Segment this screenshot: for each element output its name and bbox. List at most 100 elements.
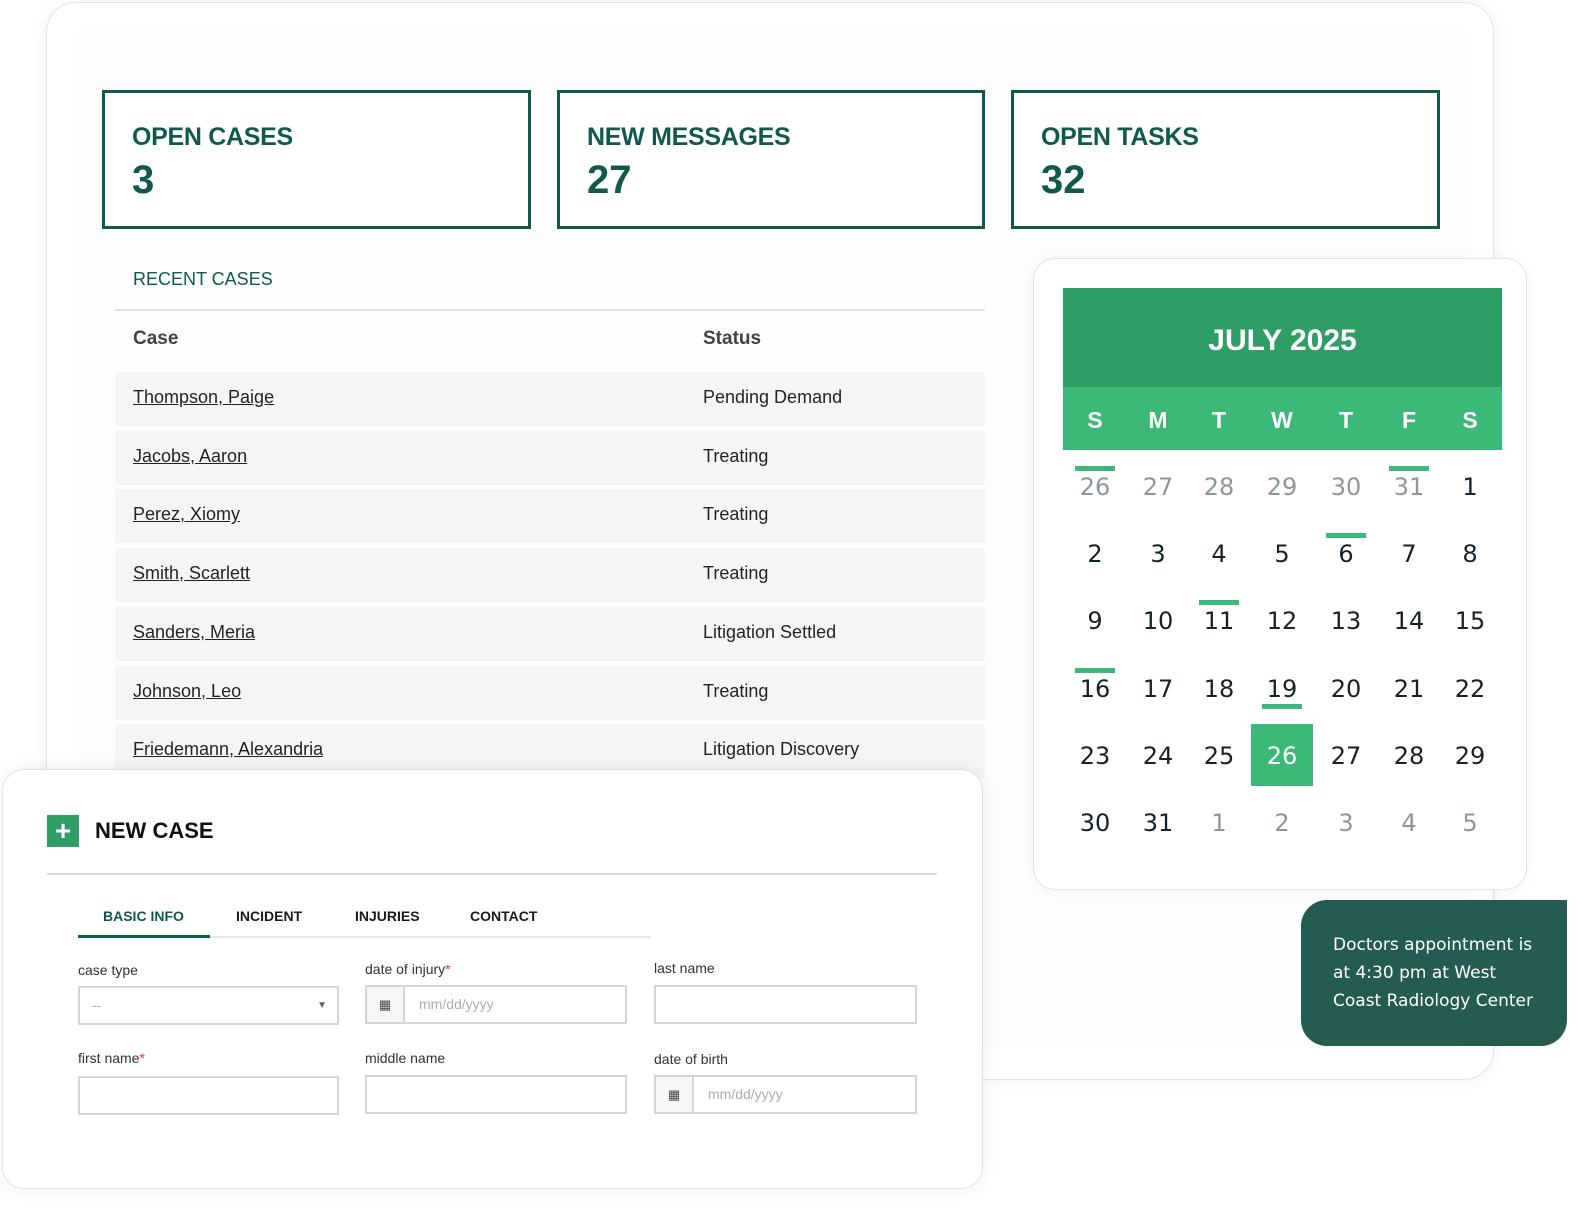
calendar-day[interactable]: 30 <box>1330 473 1362 501</box>
table-row: Perez, Xiomy Treating <box>115 489 985 544</box>
calendar-day[interactable]: 31 <box>1393 473 1425 501</box>
calendar-icon[interactable]: ▦ <box>367 987 405 1022</box>
calendar-day[interactable]: 16 <box>1079 674 1111 703</box>
calendar-day[interactable]: 5 <box>1462 809 1478 837</box>
weekday-label: F <box>1401 407 1417 433</box>
calendar-day[interactable]: 28 <box>1203 473 1235 501</box>
calendar-day[interactable]: 12 <box>1266 607 1298 636</box>
calendar-day[interactable]: 6 <box>1338 540 1354 569</box>
calendar-day[interactable]: 14 <box>1393 607 1425 636</box>
calendar-day[interactable]: 26 <box>1079 473 1111 501</box>
weekday-label: T <box>1338 407 1354 433</box>
date-of-birth-input[interactable]: ▦ mm/dd/yyyy <box>654 1075 917 1114</box>
stat-value: 27 <box>587 158 632 202</box>
tab-incident[interactable]: INCIDENT <box>236 908 303 924</box>
calendar-day[interactable]: 19 <box>1266 674 1298 703</box>
calendar-day[interactable]: 27 <box>1142 473 1174 501</box>
middle-name-input[interactable] <box>365 1075 627 1114</box>
stat-open-tasks[interactable]: OPEN TASKS 32 <box>1011 90 1440 229</box>
date-of-injury-input[interactable]: ▦ mm/dd/yyyy <box>365 985 627 1024</box>
event-marker <box>1389 466 1429 471</box>
stat-label: NEW MESSAGES <box>587 123 791 151</box>
calendar-day[interactable]: 10 <box>1142 607 1174 636</box>
divider <box>115 309 985 311</box>
weekday-label: S <box>1462 407 1478 433</box>
calendar-day[interactable]: 7 <box>1401 540 1417 569</box>
calendar-day[interactable]: 4 <box>1401 809 1417 837</box>
tab-contact[interactable]: CONTACT <box>470 908 538 924</box>
first-name-input[interactable] <box>78 1076 339 1115</box>
middle-name-label: middle name <box>365 1050 446 1066</box>
case-link[interactable]: Perez, Xiomy <box>133 504 241 525</box>
calendar-day[interactable]: 27 <box>1330 741 1362 770</box>
calendar-day[interactable]: 3 <box>1150 540 1166 569</box>
label-text: first name <box>78 1050 140 1066</box>
case-link[interactable]: Friedemann, Alexandria <box>133 739 324 760</box>
date-of-injury-label: date of injury* <box>365 961 451 977</box>
case-link[interactable]: Smith, Scarlett <box>133 563 251 584</box>
tab-basic-info[interactable]: BASIC INFO <box>103 908 184 924</box>
case-link[interactable]: Jacobs, Aaron <box>133 445 248 466</box>
calendar-day[interactable]: 24 <box>1142 741 1174 770</box>
case-status: Treating <box>703 445 769 466</box>
case-type-select[interactable]: -- ▼ <box>78 986 339 1025</box>
event-tooltip: Doctors appointment is at 4:30 pm at Wes… <box>1301 900 1567 1046</box>
case-status: Treating <box>703 680 769 701</box>
calendar-day[interactable]: 17 <box>1142 674 1174 703</box>
calendar-day[interactable]: 30 <box>1079 809 1111 837</box>
calendar-day[interactable]: 2 <box>1087 540 1103 569</box>
tabs-divider <box>78 936 651 938</box>
placeholder: mm/dd/yyyy <box>708 1086 783 1102</box>
case-status: Pending Demand <box>703 387 843 407</box>
plus-icon[interactable]: + <box>47 815 79 847</box>
column-header-case[interactable]: Case <box>133 328 179 349</box>
calendar-day[interactable]: 31 <box>1142 809 1174 837</box>
stat-open-cases[interactable]: OPEN CASES 3 <box>102 90 531 229</box>
tab-injuries[interactable]: INJURIES <box>355 908 420 924</box>
calendar-day[interactable]: 23 <box>1079 741 1111 770</box>
calendar-day[interactable]: 21 <box>1393 674 1425 703</box>
calendar-day[interactable]: 29 <box>1454 741 1486 770</box>
calendar-day[interactable]: 2 <box>1274 809 1290 837</box>
recent-cases-title: RECENT CASES <box>133 269 273 289</box>
calendar-day[interactable]: 1 <box>1211 809 1227 837</box>
calendar-day[interactable]: 13 <box>1330 607 1362 636</box>
stat-new-messages[interactable]: NEW MESSAGES 27 <box>557 90 985 229</box>
active-tab-indicator <box>78 935 210 938</box>
calendar-day[interactable]: 28 <box>1393 741 1425 770</box>
column-header-status[interactable]: Status <box>703 328 762 349</box>
calendar-day[interactable]: 25 <box>1203 741 1235 770</box>
calendar-day[interactable]: 8 <box>1462 540 1478 569</box>
calendar-day[interactable]: 15 <box>1454 607 1486 636</box>
event-marker <box>1075 667 1115 673</box>
calendar-icon[interactable]: ▦ <box>656 1077 694 1112</box>
stat-label: OPEN TASKS <box>1041 123 1199 151</box>
calendar-day[interactable]: 11 <box>1203 607 1235 636</box>
calendar-day[interactable]: 29 <box>1266 473 1298 501</box>
calendar-day[interactable]: 20 <box>1330 674 1362 703</box>
calendar-day[interactable]: 3 <box>1338 809 1354 837</box>
case-link[interactable]: Thompson, Paige <box>133 387 275 407</box>
calendar-day[interactable]: 9 <box>1087 607 1103 636</box>
new-case-panel <box>2 769 983 1189</box>
weekday-label: M <box>1148 407 1168 433</box>
required-mark: * <box>139 1050 145 1066</box>
calendar-day[interactable]: 18 <box>1203 674 1235 703</box>
calendar-day-today[interactable]: 26 <box>1251 723 1313 786</box>
new-case-title: NEW CASE <box>95 818 214 843</box>
event-marker <box>1075 466 1115 471</box>
table-row: Smith, Scarlett Treating <box>115 548 985 603</box>
calendar-day[interactable]: 5 <box>1274 540 1290 569</box>
last-name-input[interactable] <box>654 985 917 1024</box>
calendar-day[interactable]: 1 <box>1462 473 1478 501</box>
case-link[interactable]: Sanders, Meria <box>133 621 256 642</box>
weekday-label: T <box>1211 407 1227 433</box>
case-type-label: case type <box>78 962 138 978</box>
calendar-day[interactable]: 4 <box>1211 540 1227 569</box>
case-link[interactable]: Johnson, Leo <box>133 680 242 701</box>
label-text: date of injury <box>365 961 446 977</box>
case-status: Litigation Settled <box>703 621 837 642</box>
calendar-day[interactable]: 22 <box>1454 674 1486 703</box>
case-type-value: -- <box>92 997 102 1013</box>
